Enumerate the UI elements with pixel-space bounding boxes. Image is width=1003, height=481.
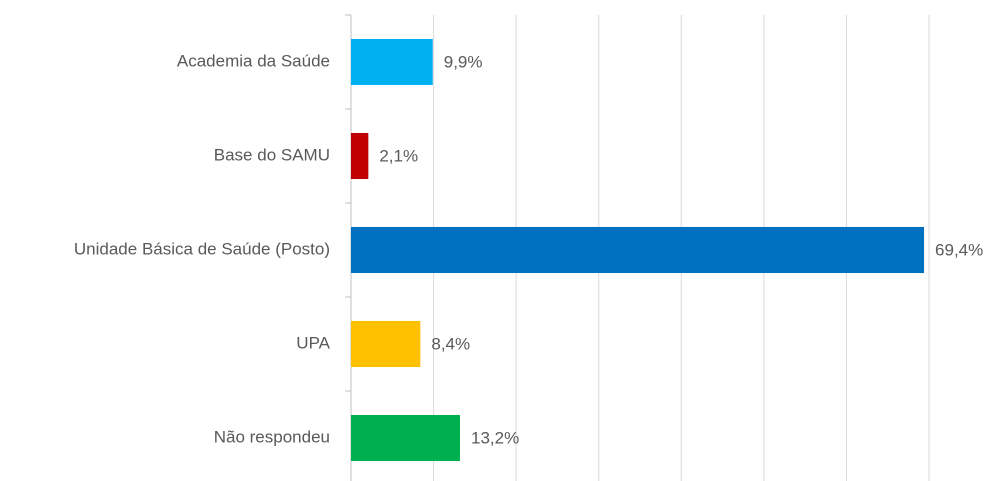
data-label: 2,1% <box>379 146 418 165</box>
bar <box>351 226 925 274</box>
y-tick-label: Unidade Básica de Saúde (Posto) <box>74 239 330 258</box>
y-tick-label: UPA <box>296 333 330 352</box>
y-tick-label: Não respondeu <box>214 427 330 446</box>
bar <box>351 414 460 462</box>
bar <box>351 132 369 180</box>
data-label: 13,2% <box>471 428 519 447</box>
bar <box>351 320 421 368</box>
data-label: 9,9% <box>444 52 483 71</box>
y-tick-label: Academia da Saúde <box>177 51 330 70</box>
bar <box>351 38 433 86</box>
data-label: 8,4% <box>431 334 470 353</box>
data-label: 69,4% <box>935 240 983 259</box>
y-tick-label: Base do SAMU <box>214 145 330 164</box>
